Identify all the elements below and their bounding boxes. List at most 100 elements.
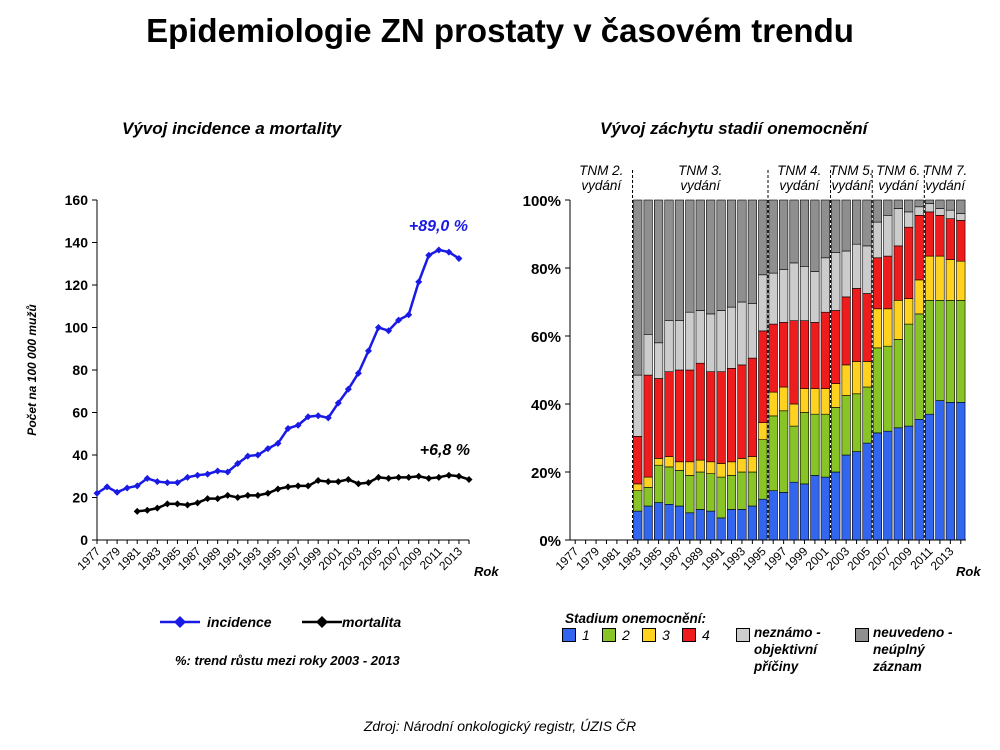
bar-segment-1989 [695, 362, 705, 461]
bar-segment-2008 [893, 208, 903, 247]
series-mortalita-point [334, 478, 342, 486]
series-mortalita-point [304, 482, 312, 490]
series-mortalita-point [324, 478, 332, 486]
bar-segment-1994 [747, 505, 757, 541]
series-incidence-point [455, 254, 463, 262]
tnm-edition-label: TNM 2. [579, 163, 623, 178]
bar-segment-2014 [956, 299, 966, 403]
series-incidence-point [445, 248, 453, 256]
bar-segment-1997 [779, 322, 789, 388]
bar-segment-1984 [643, 333, 653, 376]
bar-segment-2005 [862, 293, 872, 362]
bar-segment-2000 [810, 475, 820, 541]
bar-segment-1993 [737, 509, 747, 541]
bar-segment-1998 [789, 481, 799, 541]
series-mortalita-point [284, 483, 292, 491]
series-incidence-point [214, 467, 222, 475]
bar-segment-2005 [862, 199, 872, 247]
bar-segment-2011 [924, 203, 935, 213]
legend-label-missing: neuvedeno - neúplný záznam [873, 625, 953, 674]
bar-segment-2005 [862, 245, 872, 294]
bar-segment-2000 [810, 199, 820, 272]
series-mortalita-point [153, 504, 161, 512]
series-incidence-point [254, 451, 262, 459]
bar-segment-2003 [841, 364, 851, 396]
bar-segment-2011 [924, 255, 935, 301]
series-incidence-point [153, 478, 161, 486]
series-mortalita-point [244, 491, 252, 499]
line-y-tick-label: 20 [72, 490, 88, 506]
bar-segment-1997 [779, 386, 789, 412]
bar-segment-1985 [654, 199, 664, 344]
bar-segment-1988 [685, 199, 695, 313]
bar-segment-1986 [664, 503, 674, 541]
bar-segment-1984 [643, 374, 653, 478]
source-note: Zdroj: Národní onkologický registr, ÚZIS… [363, 718, 637, 734]
tnm-edition-label: TNM 4. [777, 163, 821, 178]
series-incidence-point [113, 488, 121, 496]
legend-swatch-missing [855, 628, 869, 642]
series-mortalita-point [435, 473, 443, 481]
bar-segment-2002 [831, 471, 841, 541]
bar-segment-2011 [924, 199, 935, 204]
bar-segment-2010 [914, 215, 924, 281]
series-incidence-point [123, 484, 131, 492]
bar-segment-1991 [716, 310, 726, 373]
bar-segment-2007 [883, 430, 893, 541]
bar-segment-2009 [904, 323, 914, 427]
bar-segment-2004 [852, 361, 862, 395]
bar-segment-2007 [883, 308, 893, 347]
bar-segment-1983 [633, 199, 643, 376]
series-incidence-point [294, 421, 302, 429]
bar-segment-1990 [706, 313, 716, 372]
series-mortalita-point [214, 495, 222, 503]
series-incidence-point [224, 468, 232, 476]
bar-segment-2003 [841, 250, 851, 298]
line-y-tick-label: 80 [72, 362, 88, 378]
bar-segment-2010 [914, 313, 924, 420]
series-incidence-point [194, 471, 202, 479]
line-y-tick-label: 160 [65, 192, 89, 208]
series-incidence-point [183, 473, 191, 481]
bar-segment-1988 [685, 512, 695, 541]
bar-y-tick-label: 80% [531, 261, 561, 278]
series-incidence-point [204, 470, 212, 478]
bar-segment-1992 [726, 475, 737, 510]
bar-segment-1998 [789, 403, 799, 427]
series-incidence-point [304, 413, 312, 421]
bar-segment-2013 [945, 259, 955, 301]
bar-segment-2002 [831, 252, 841, 311]
bar-segment-2007 [883, 199, 893, 216]
bar-segment-2002 [831, 407, 841, 473]
series-incidence-point [395, 316, 403, 324]
bar-segment-2008 [893, 427, 903, 541]
bar-segment-2009 [904, 199, 914, 213]
bar-segment-1998 [789, 320, 799, 405]
bar-segment-2007 [883, 255, 893, 310]
bar-segment-2012 [935, 299, 945, 401]
bar-segment-1984 [643, 199, 653, 335]
series-mortalita-line [137, 473, 470, 513]
stage-legend-title: Stadium onemocnění: [565, 611, 707, 626]
bar-segment-1988 [685, 475, 695, 514]
series-mortalita-point [415, 472, 423, 480]
bar-segment-2013 [945, 209, 955, 219]
bar-segment-2004 [852, 199, 862, 245]
series-incidence-point [264, 445, 272, 453]
bar-segment-2005 [862, 386, 872, 444]
bar-segment-2011 [924, 413, 935, 541]
legend-incidence-label: incidence [207, 614, 272, 630]
bar-segment-1993 [737, 458, 747, 473]
bar-segment-1999 [799, 320, 810, 390]
bar-y-tick-label: 100% [523, 193, 561, 210]
series-mortalita-point [314, 477, 322, 484]
bar-segment-1991 [716, 371, 726, 464]
bar-segment-2008 [893, 339, 903, 429]
bar-segment-1994 [747, 199, 757, 304]
bar-segment-2004 [852, 393, 862, 452]
bar-segment-1999 [799, 199, 810, 267]
series-mortalita-point [163, 500, 171, 508]
bar-segment-1985 [654, 378, 664, 459]
bar-segment-1998 [789, 262, 799, 321]
bar-segment-1999 [799, 412, 810, 485]
